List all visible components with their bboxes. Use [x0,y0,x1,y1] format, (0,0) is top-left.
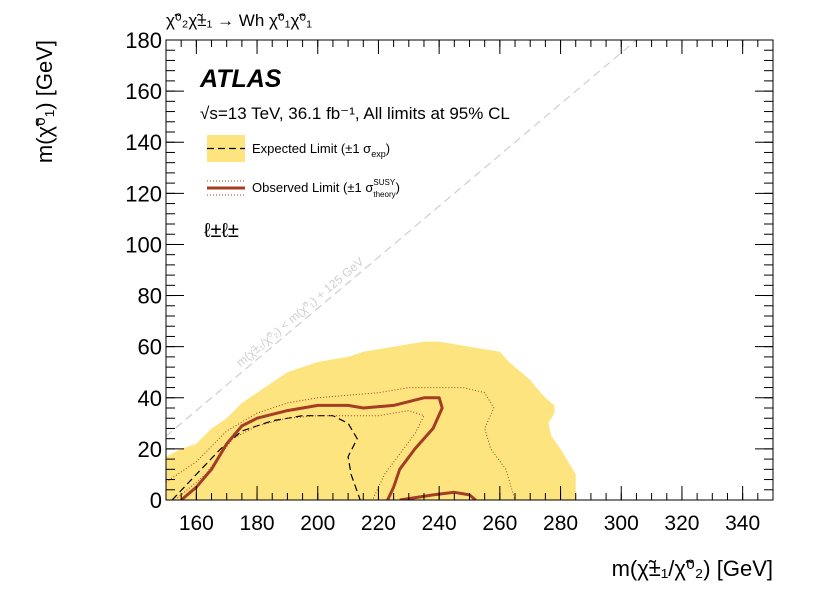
contour-dotted [174,410,425,500]
x-tick-label: 240 [422,512,457,535]
x-tick-label: 320 [664,512,699,535]
legend-sub: exp [371,149,386,159]
y-tick-label: 120 [125,181,162,206]
legend-text: Observed Limit (±1 σ [252,180,373,195]
x-axis-title: m(χ̃±₁/χ̃⁰₂) [GeV] [612,556,773,581]
axes: 160 180 200 220 240 260 280 300 320 340 0 20 40 60 80 1… [125,28,774,535]
x-tick-label: 220 [361,512,396,535]
legend-text: ) [386,141,390,156]
x-tick-label: 200 [300,512,335,535]
legend-text: ) [396,180,400,195]
legend-sup: SUSY [373,178,395,187]
channel-label: ℓ±ℓ± [204,220,239,242]
legend-sub: theory [373,190,395,199]
legend-text: Expected Limit (±1 σ [252,141,371,156]
kinematic-line [166,40,637,437]
y-tick-label: 100 [125,232,162,257]
legend-label: Observed Limit (±1 σSUSY theory) [252,178,400,199]
energy-label: √s=13 TeV, 36.1 fb⁻¹, All limits at 95% … [200,104,510,123]
kinematic-label: m(χ̃±₁/χ̃⁰₂) < m(χ̃⁰₁) + 125 GeV [234,255,367,370]
contour-dashed [171,415,361,500]
y-tick-label: 60 [138,335,162,360]
y-tick-label: 40 [138,386,162,411]
x-tick-label: 300 [604,512,639,535]
y-tick-label: 140 [125,130,162,155]
legend-label: Expected Limit (±1 σexp) [252,141,390,159]
contour-dotted [166,387,516,500]
y-tick-label: 20 [138,437,162,462]
legend: Expected Limit (±1 σexp) Observed Limit … [207,135,400,199]
y-tick-label: 0 [150,488,162,513]
x-tick-label: 180 [240,512,275,535]
y-tick-label: 80 [138,284,162,309]
x-tick-label: 260 [482,512,517,535]
x-tick-label: 280 [543,512,578,535]
x-tick-label: 160 [179,512,214,535]
y-tick-label: 180 [125,28,162,53]
experiment-label: ATLAS [199,65,282,93]
y-axis-title: m(χ̃⁰₁) [GeV] [32,40,57,163]
x-tick-label: 340 [725,512,760,535]
chart-title: χ̃⁰₂χ̃±₁ → Wh χ̃⁰₁χ̃⁰₁ [166,11,312,30]
plot-area [166,40,637,500]
contour-solid [180,396,477,500]
y-tick-label: 160 [125,79,162,104]
contour-band [166,341,576,500]
